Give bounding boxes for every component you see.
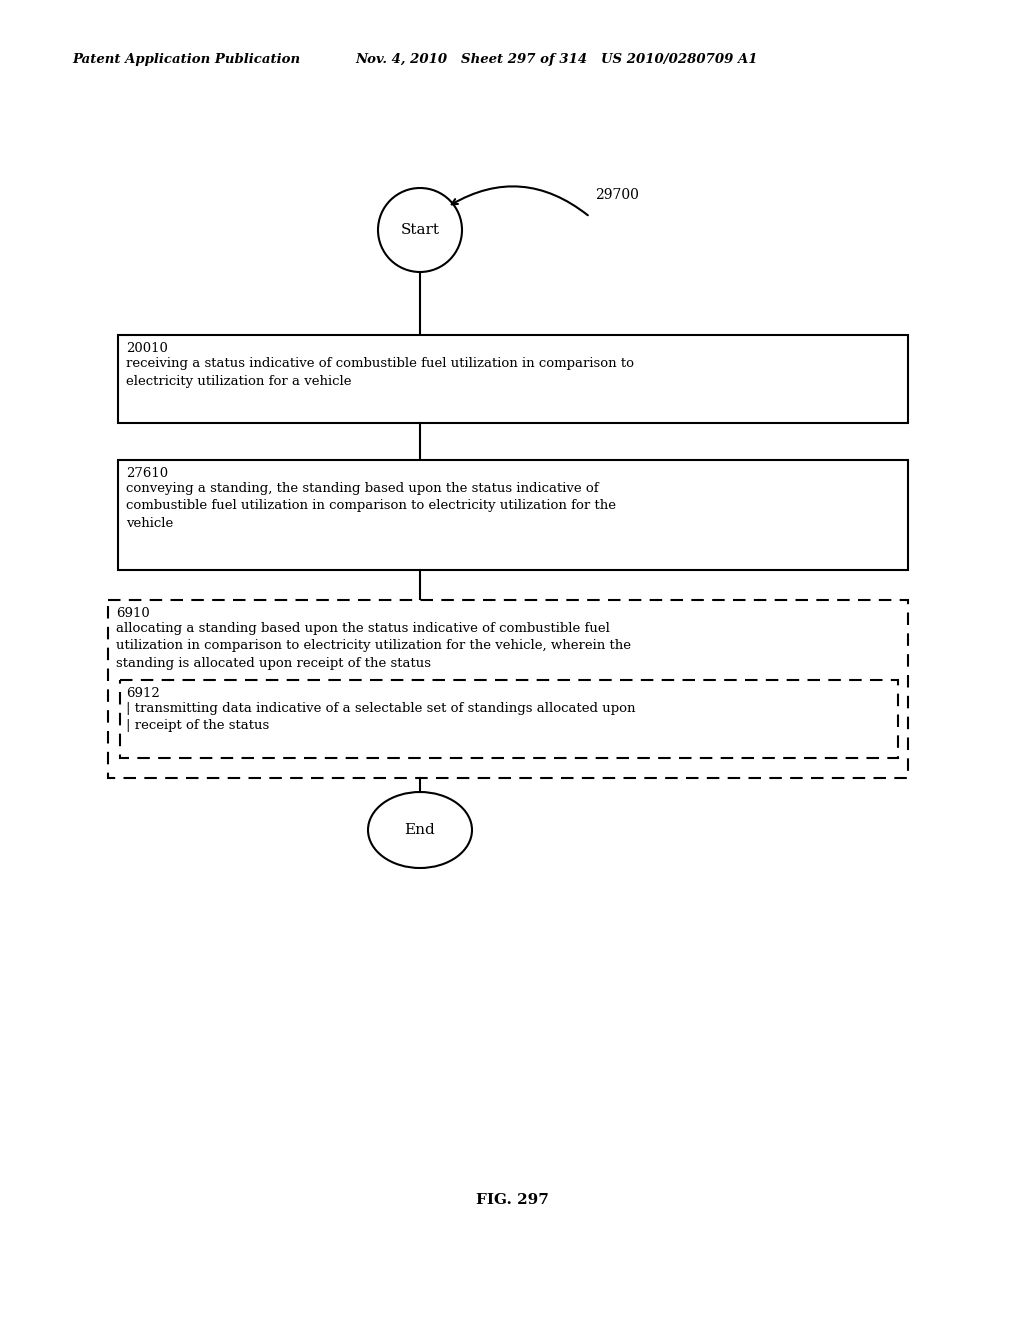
Text: | transmitting data indicative of a selectable set of standings allocated upon
|: | transmitting data indicative of a sele… bbox=[126, 702, 636, 733]
Text: conveying a standing, the standing based upon the status indicative of
combustib: conveying a standing, the standing based… bbox=[126, 482, 616, 531]
Text: End: End bbox=[404, 822, 435, 837]
Bar bbox=[118, 459, 908, 570]
Text: receiving a status indicative of combustible fuel utilization in comparison to
e: receiving a status indicative of combust… bbox=[126, 356, 634, 388]
Text: Nov. 4, 2010   Sheet 297 of 314   US 2010/0280709 A1: Nov. 4, 2010 Sheet 297 of 314 US 2010/02… bbox=[355, 54, 758, 66]
Text: FIG. 297: FIG. 297 bbox=[475, 1193, 549, 1206]
Text: 29700: 29700 bbox=[595, 187, 639, 202]
Text: Patent Application Publication: Patent Application Publication bbox=[72, 54, 300, 66]
Text: allocating a standing based upon the status indicative of combustible fuel
utili: allocating a standing based upon the sta… bbox=[116, 622, 631, 671]
Bar bbox=[108, 601, 908, 777]
Bar bbox=[118, 335, 908, 422]
Text: 27610: 27610 bbox=[126, 467, 168, 480]
Text: 6910: 6910 bbox=[116, 607, 150, 620]
Text: 20010: 20010 bbox=[126, 342, 168, 355]
Bar bbox=[120, 680, 898, 758]
Text: Start: Start bbox=[400, 223, 439, 238]
Text: 6912: 6912 bbox=[126, 686, 160, 700]
